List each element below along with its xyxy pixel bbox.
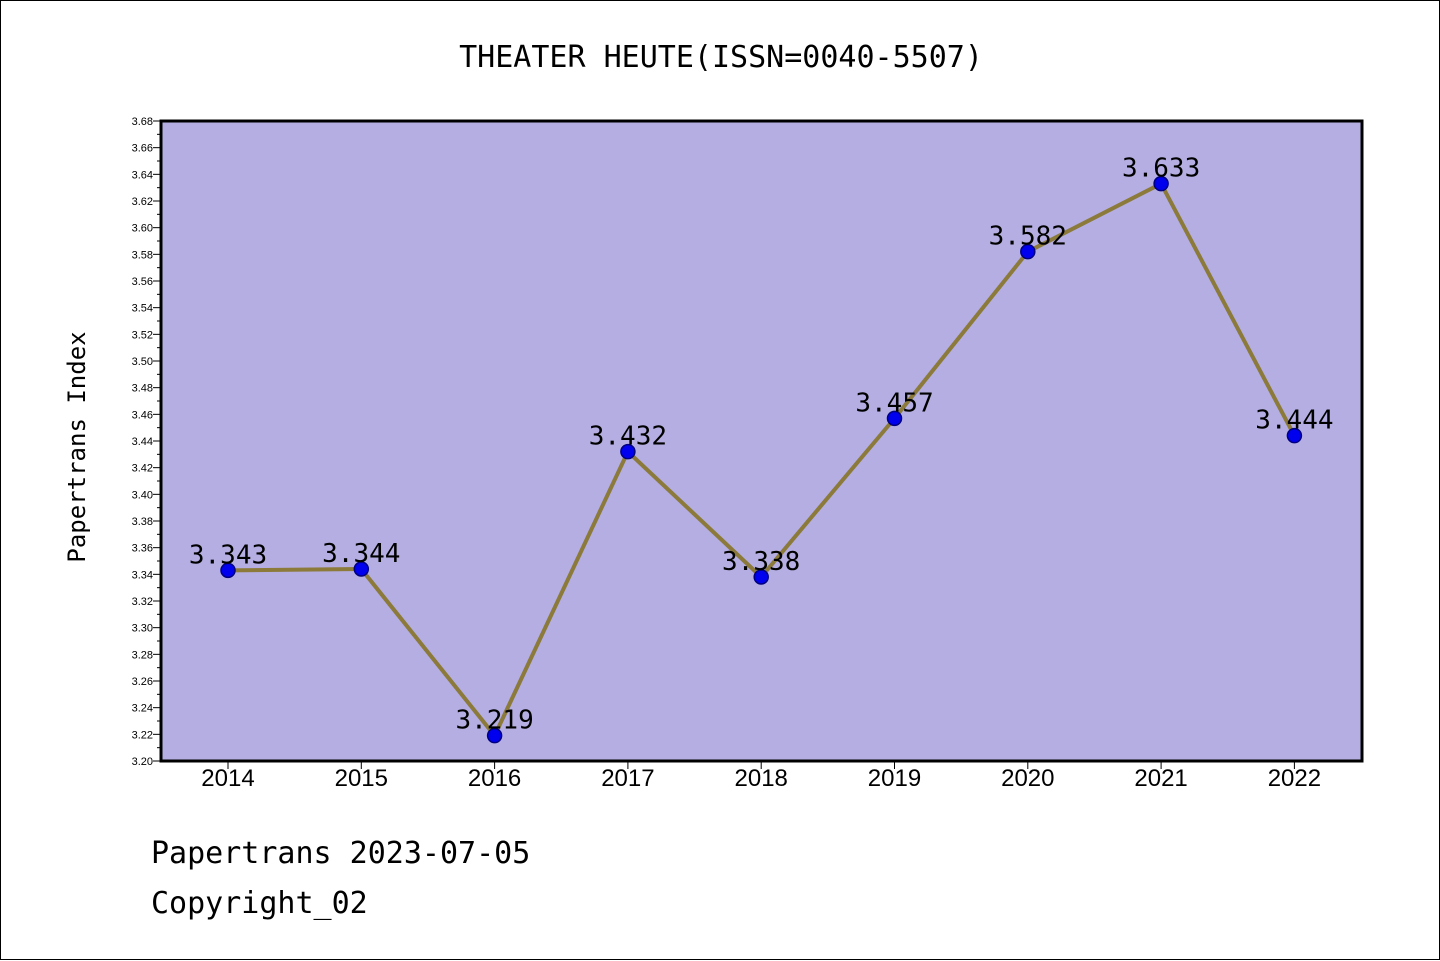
y-tick-label: 3.44: [132, 436, 153, 448]
data-point: [220, 562, 236, 579]
x-tick-label: 2022: [1268, 765, 1321, 792]
chart-title: THEATER HEUTE(ISSN=0040-5507): [459, 40, 983, 75]
series-line-group: 3.343 3.344 3.219 3.432 3.338 3.457 3.582 3.633…: [189, 154, 1334, 744]
y-tick-label: 3.22: [132, 729, 153, 741]
data-label: 3.432: [589, 422, 667, 452]
x-tick-label: 2017: [601, 765, 654, 792]
footer-date: Papertrans 2023-07-05: [151, 836, 531, 871]
x-tick-label: 2014: [201, 765, 254, 792]
y-tick-label: 3.20: [132, 756, 153, 768]
y-tick-label: 3.48: [132, 383, 153, 395]
plot-border: [159, 119, 1364, 763]
y-tick-label: 3.38: [132, 516, 153, 528]
x-axis: 2014 2015 2016 2017 2018 2019 2020 2021 2022: [201, 761, 1321, 792]
y-tick-label: 3.62: [132, 196, 153, 208]
data-label: 3.344: [322, 539, 400, 569]
x-tick-label: 2021: [1134, 765, 1187, 792]
y-axis: 3.20 3.22 3.24 3.26 3.28 3.30 3.32 3.34 3.36 3.38…: [132, 116, 161, 768]
y-tick-label: 3.30: [132, 623, 153, 635]
data-label: 3.338: [722, 547, 800, 577]
y-tick-label: 3.54: [132, 303, 153, 315]
data-label: 3.633: [1122, 154, 1200, 184]
y-tick-label: 3.24: [132, 703, 153, 715]
plot-area: [161, 121, 1362, 761]
x-tick-label: 2015: [335, 765, 388, 792]
y-tick-label: 3.56: [132, 276, 153, 288]
y-tick-label: 3.32: [132, 596, 153, 608]
y-tick-label: 3.42: [132, 463, 153, 475]
y-tick-label: 3.40: [132, 489, 153, 501]
data-point: [486, 727, 503, 744]
data-point: [1286, 427, 1303, 444]
data-label: 3.219: [455, 706, 533, 736]
data-point: [353, 561, 370, 577]
y-tick-label: 3.68: [132, 116, 153, 128]
y-tick-label: 3.28: [132, 649, 153, 661]
x-tick-label: 2018: [735, 765, 788, 792]
data-label: 3.343: [189, 540, 267, 570]
x-tick-label: 2019: [868, 765, 921, 792]
y-tick-label: 3.52: [132, 329, 153, 341]
y-tick-label: 3.58: [132, 249, 153, 261]
y-tick-label: 3.60: [132, 223, 153, 235]
data-point: [753, 569, 769, 585]
x-tick-label: 2020: [1001, 765, 1054, 792]
data-label: 3.582: [989, 222, 1067, 252]
y-tick-label: 3.64: [132, 169, 153, 181]
x-tick-label: 2016: [468, 765, 521, 792]
y-tick-label: 3.26: [132, 676, 153, 688]
y-tick-label: 3.46: [132, 409, 153, 421]
data-point: [886, 410, 903, 427]
data-point: [1020, 243, 1036, 260]
y-tick-label: 3.34: [132, 569, 153, 581]
data-point: [620, 443, 636, 460]
data-label: 3.444: [1255, 406, 1333, 436]
y-axis-label: Papertrans Index: [63, 331, 91, 562]
footer-copyright: Copyright_02: [151, 886, 368, 921]
y-tick-label: 3.36: [132, 543, 153, 555]
data-point: [1153, 175, 1169, 192]
y-tick-label: 3.50: [132, 356, 153, 368]
data-label: 3.457: [855, 388, 933, 418]
y-tick-label: 3.66: [132, 143, 153, 155]
